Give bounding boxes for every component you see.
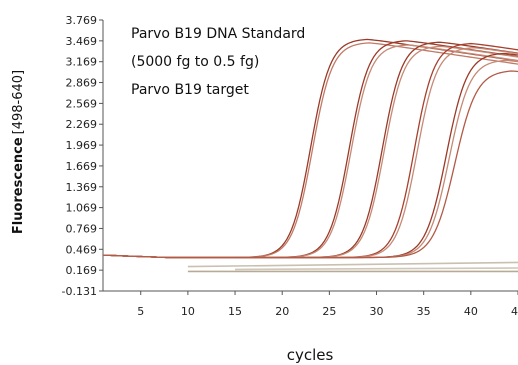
y-tick-label: -0.131 <box>62 285 97 298</box>
y-tick-label: 0.169 <box>66 264 98 277</box>
y-axis: -0.131 0.169 0.469 0.769 1.069 1.369 1.669 1.96… <box>62 14 104 298</box>
baseline-curve <box>187 261 518 268</box>
annotations: Parvo B19 DNA Standard (5000 fg to 0.5 f… <box>131 26 305 98</box>
y-tick-label: 2.269 <box>66 118 98 131</box>
x-tick-label: 5 <box>137 305 144 318</box>
annotation-line-3: Parvo B19 target <box>131 82 249 98</box>
y-axis-label-rest: [498-640] <box>11 70 26 134</box>
y-tick-label: 1.969 <box>66 139 98 152</box>
y-tick-label: 3.469 <box>66 35 98 48</box>
y-tick-label: 1.669 <box>66 160 98 173</box>
y-tick-label: 0.769 <box>66 222 98 235</box>
x-axis: 5 10 15 20 25 30 35 40 45 <box>103 290 518 318</box>
y-tick-label: 2.869 <box>66 77 98 90</box>
amplification-curve <box>103 47 518 259</box>
y-tick-label: 0.469 <box>66 243 98 256</box>
y-tick-label: 1.369 <box>66 181 98 194</box>
y-tick-label: 2.569 <box>66 97 98 110</box>
y-axis-label: Fluorescence [498-640] <box>11 70 26 234</box>
amplification-curve <box>103 45 518 259</box>
y-tick-label: 1.069 <box>66 202 98 215</box>
amplification-curve <box>103 38 518 259</box>
x-tick-label: 35 <box>417 305 431 318</box>
y-tick-label: 3.769 <box>66 14 98 27</box>
x-tick-label: 10 <box>181 305 195 318</box>
x-tick-label: 40 <box>464 305 478 318</box>
x-tick-label: 15 <box>228 305 242 318</box>
x-tick-label: 20 <box>275 305 289 318</box>
annotation-line-2: (5000 fg to 0.5 fg) <box>131 54 259 70</box>
amplification-curve <box>103 70 518 259</box>
x-tick-label: 30 <box>370 305 384 318</box>
series-layer <box>103 38 518 273</box>
x-tick-label: 45 <box>511 305 518 318</box>
annotation-line-1: Parvo B19 DNA Standard <box>131 26 305 42</box>
y-tick-label: 3.169 <box>66 56 98 69</box>
baseline-curve <box>235 267 518 271</box>
y-axis-label-bold: Fluorescence <box>11 137 26 234</box>
x-axis-label: cycles <box>287 346 334 364</box>
x-tick-label: 25 <box>322 305 336 318</box>
